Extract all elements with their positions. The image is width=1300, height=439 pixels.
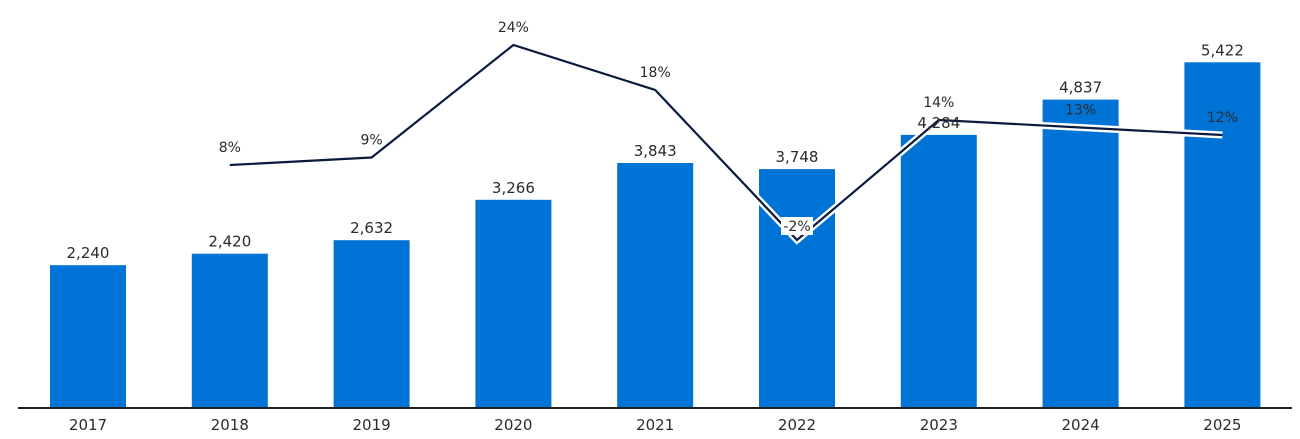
- x-tick-label: 2022: [778, 416, 816, 434]
- x-tick-label: 2018: [211, 416, 249, 434]
- bar-value-label: 3,266: [492, 179, 535, 197]
- x-tick-label: 2021: [636, 416, 674, 434]
- bar-2021: [617, 163, 694, 408]
- x-tick-label: 2023: [920, 416, 958, 434]
- bar-2018: [191, 253, 268, 408]
- bar-value-label: 4,837: [1059, 79, 1102, 97]
- growth-point-label: 9%: [360, 133, 382, 149]
- bar-value-label: 5,422: [1201, 41, 1244, 59]
- growth-point-label: 13%: [1065, 103, 1096, 119]
- bar-2022: [759, 169, 835, 408]
- x-tick-label: 2017: [69, 416, 107, 434]
- x-tick-label: 2019: [353, 416, 391, 434]
- growth-point-label: -2%: [783, 219, 810, 235]
- bar-2020: [475, 199, 552, 408]
- growth-line-layer: [229, 41, 1223, 245]
- bar-value-label: 2,240: [67, 244, 110, 262]
- labels-layer: 2,240 2017 2,420 2018 2,632 2019 3,266 2020 3,84…: [67, 20, 1244, 434]
- bar-value-label: 4,284: [917, 114, 960, 132]
- x-tick-label: 2025: [1203, 416, 1241, 434]
- bar-2019: [333, 240, 410, 408]
- bar-value-label: 2,632: [350, 219, 393, 237]
- growth-point-label: 24%: [498, 20, 529, 36]
- bar-2023: [900, 134, 977, 408]
- growth-point-label: 8%: [219, 140, 241, 156]
- bar-2025: [1184, 62, 1261, 409]
- growth-point-label: 12%: [1207, 110, 1238, 126]
- bar-value-label: 2,420: [208, 233, 251, 251]
- x-tick-label: 2024: [1062, 416, 1100, 434]
- bar-2024: [1042, 99, 1119, 408]
- bar-value-label: 3,843: [634, 142, 677, 160]
- growth-label-background: [781, 217, 813, 235]
- bar-value-label: 3,748: [776, 148, 819, 166]
- growth-point-label: 18%: [640, 65, 671, 81]
- bars-layer: [50, 62, 1261, 409]
- bar-2017: [50, 265, 126, 408]
- x-tick-label: 2020: [494, 416, 532, 434]
- growth-point-label: 14%: [923, 95, 954, 111]
- growth-line: [229, 43, 1223, 242]
